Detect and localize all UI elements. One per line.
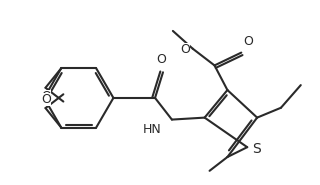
Text: O: O xyxy=(180,43,190,56)
Text: O: O xyxy=(42,90,52,103)
Text: O: O xyxy=(42,93,52,106)
Text: O: O xyxy=(243,35,253,48)
Text: S: S xyxy=(252,142,261,156)
Text: O: O xyxy=(156,53,166,66)
Text: HN: HN xyxy=(143,122,162,136)
